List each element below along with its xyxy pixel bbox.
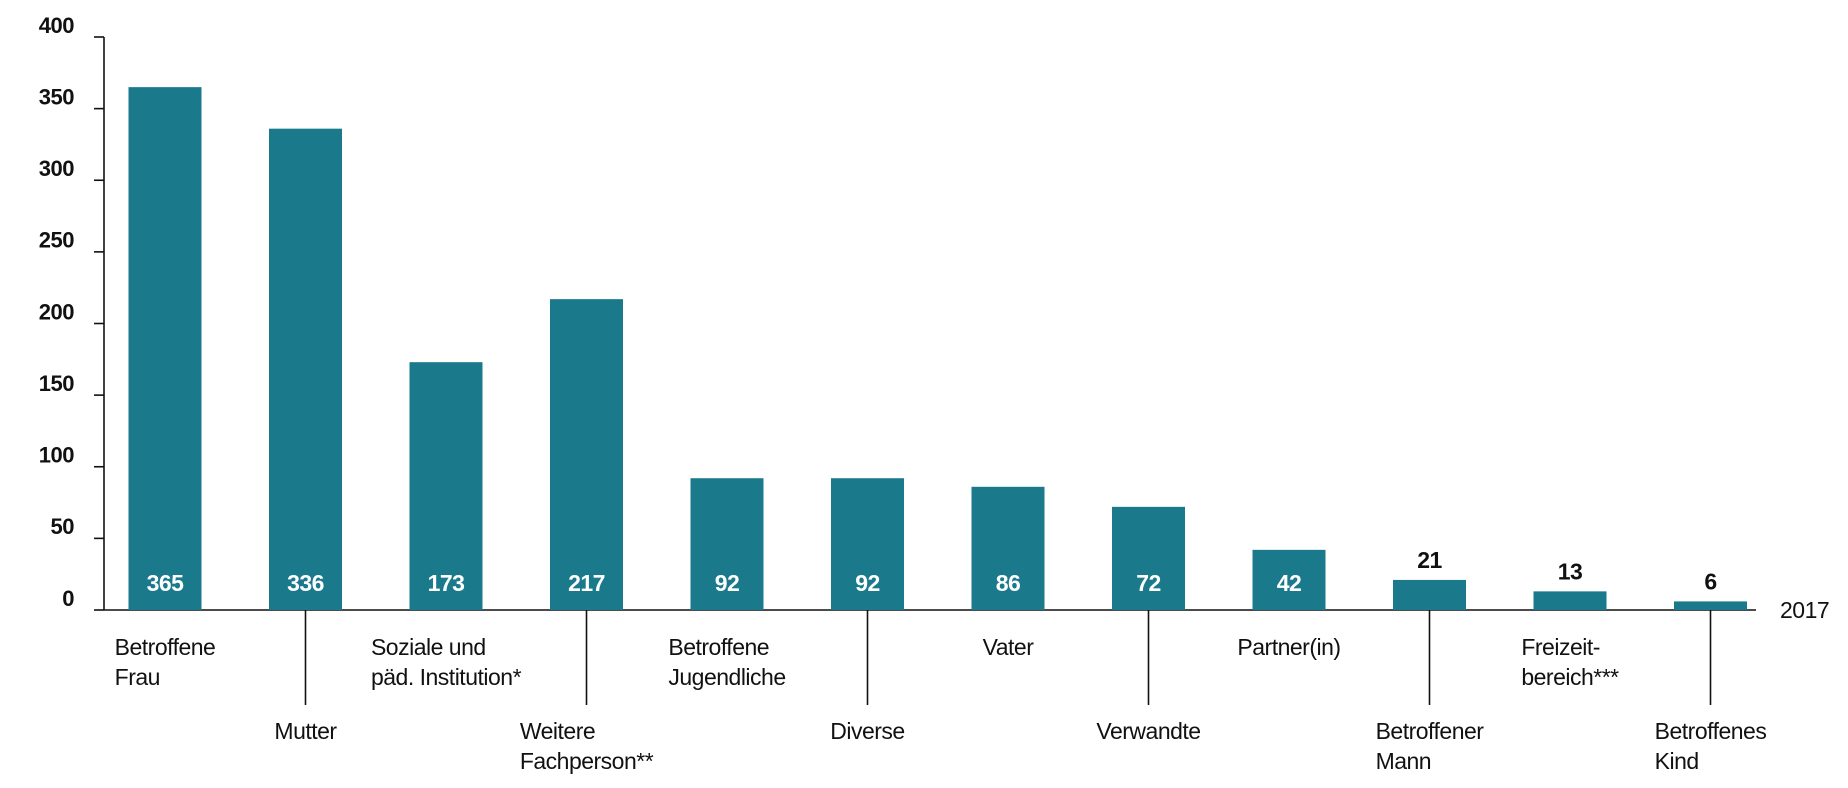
x-tick-label: Vater bbox=[983, 634, 1035, 660]
y-tick-label: 0 bbox=[62, 586, 74, 611]
bar bbox=[409, 362, 483, 610]
value-label: 173 bbox=[428, 570, 465, 596]
x-tick-label: Mutter bbox=[274, 718, 337, 744]
y-tick-label: 150 bbox=[39, 371, 74, 396]
value-label: 21 bbox=[1417, 547, 1442, 573]
x-tick-label: Jugendliche bbox=[668, 664, 785, 690]
value-label: 92 bbox=[855, 570, 880, 596]
x-tick-label: Betroffenes bbox=[1655, 718, 1767, 744]
x-tick-label: Frau bbox=[115, 664, 160, 690]
x-tick-label: Verwandte bbox=[1096, 718, 1200, 744]
x-tick-label: päd. Institution* bbox=[371, 664, 522, 690]
bar bbox=[831, 478, 904, 610]
x-tick-label: Betroffene bbox=[668, 634, 769, 660]
value-label: 72 bbox=[1136, 570, 1161, 596]
bar bbox=[1112, 506, 1185, 610]
value-label: 13 bbox=[1558, 558, 1583, 584]
x-tick-label: Fachperson** bbox=[520, 748, 654, 774]
bar bbox=[1533, 591, 1607, 610]
value-label: 336 bbox=[287, 570, 324, 596]
bar bbox=[269, 128, 342, 610]
x-tick-label: Betroffener bbox=[1376, 718, 1485, 744]
y-tick-label: 350 bbox=[39, 84, 74, 109]
bar bbox=[971, 486, 1045, 610]
x-tick-label: Diverse bbox=[830, 718, 904, 744]
value-label: 217 bbox=[568, 570, 605, 596]
value-label: 86 bbox=[996, 570, 1021, 596]
bar bbox=[690, 478, 764, 610]
y-tick-label: 50 bbox=[51, 514, 75, 539]
bar bbox=[550, 299, 623, 610]
value-label: 6 bbox=[1704, 568, 1716, 594]
x-axis-label: 2017 bbox=[1780, 597, 1829, 623]
x-tick-label: Soziale und bbox=[371, 634, 486, 660]
x-tick-label: Weitere bbox=[520, 718, 595, 744]
bar bbox=[1393, 579, 1466, 610]
y-tick-label: 100 bbox=[39, 443, 74, 468]
y-tick-label: 200 bbox=[39, 299, 74, 324]
x-tick-label: Kind bbox=[1655, 748, 1699, 774]
x-tick-label: Mann bbox=[1376, 748, 1432, 774]
bar bbox=[1674, 601, 1747, 610]
bar bbox=[1252, 549, 1326, 610]
value-label: 42 bbox=[1277, 570, 1302, 596]
x-tick-label: bereich*** bbox=[1521, 664, 1619, 690]
y-tick-label: 400 bbox=[39, 13, 74, 38]
y-tick-label: 300 bbox=[39, 156, 74, 181]
value-label: 92 bbox=[715, 570, 740, 596]
value-label: 365 bbox=[147, 570, 185, 596]
y-tick-label: 250 bbox=[39, 228, 74, 253]
x-tick-label: Betroffene bbox=[115, 634, 216, 660]
bar bbox=[128, 87, 202, 610]
x-tick-label: Partner(in) bbox=[1237, 634, 1340, 660]
x-tick-label: Freizeit- bbox=[1521, 634, 1600, 660]
